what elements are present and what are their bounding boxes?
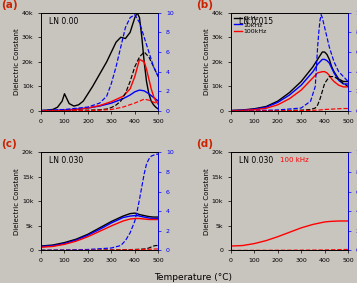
Legend: 1kHz, 10kHz, 100kHz: 1kHz, 10kHz, 100kHz [234, 16, 267, 34]
Y-axis label: Dielectric Constant: Dielectric Constant [204, 168, 210, 235]
Text: Temperature (°C): Temperature (°C) [154, 273, 232, 282]
Text: (c): (c) [1, 139, 17, 149]
Text: LN 0.015: LN 0.015 [239, 17, 273, 26]
Text: 100 kHz: 100 kHz [280, 157, 309, 163]
Text: (a): (a) [1, 0, 18, 10]
Y-axis label: Dielectric Constant: Dielectric Constant [14, 29, 20, 95]
Text: LN 0.030: LN 0.030 [49, 156, 84, 165]
Text: (d): (d) [196, 139, 213, 149]
Y-axis label: Dielectric Constant: Dielectric Constant [204, 29, 210, 95]
Text: LN 0.030: LN 0.030 [239, 156, 273, 165]
Text: (b): (b) [196, 0, 213, 10]
Text: LN 0.00: LN 0.00 [49, 17, 79, 26]
Y-axis label: Dielectric Constant: Dielectric Constant [14, 168, 20, 235]
